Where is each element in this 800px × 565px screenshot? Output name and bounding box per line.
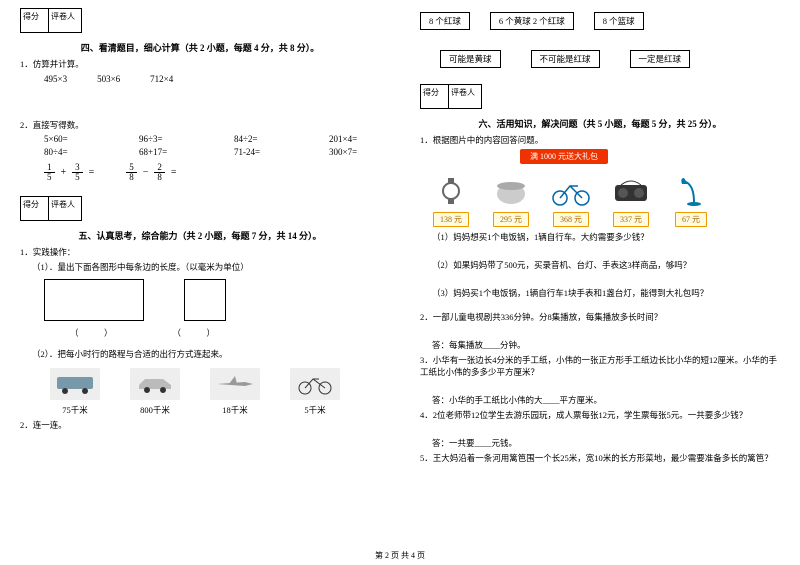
speed: 5千米	[290, 404, 340, 416]
q5-1: 1．实践操作：	[20, 246, 380, 258]
q1-items: 495×3 503×6 712×4	[44, 74, 380, 84]
box-row-1: 8 个红球 6 个黄球 2 个红球 8 个篮球	[420, 12, 780, 30]
q5: 5．王大妈沿着一条河用篱笆围一个长25米，宽10米的长方形菜地，最少需要准备多长…	[420, 452, 780, 464]
q3: 3．小华有一张边长4分米的手工纸，小伟的一张正方形手工纸边长比小华的短12厘米。…	[420, 354, 780, 378]
q1-3: （3）妈妈买1个电饭锅，1辆自行车1块手表和1盏台灯，能得到大礼包吗？	[432, 287, 780, 299]
product-cooker: 295 元	[490, 172, 532, 227]
score-box: 得分 评卷人	[20, 196, 82, 221]
q1-1: （1）妈妈想买1个电饭锅，1辆自行车。大约需要多少钱？	[432, 231, 780, 243]
right-column: 8 个红球 6 个黄球 2 个红球 8 个篮球 可能是黄球 不可能是红球 一定是…	[400, 0, 800, 565]
rect-row	[44, 279, 380, 321]
watch-icon	[430, 172, 472, 210]
answer-box: 8 个红球	[420, 12, 470, 30]
reviewer-label: 评卷人	[49, 197, 81, 220]
score-label: 得分	[421, 85, 449, 108]
q1: 1．仿算并计算。	[20, 58, 380, 70]
product-bike: 368 元	[550, 172, 592, 227]
eq: 201×4=	[329, 134, 384, 144]
fraction: 35	[72, 163, 83, 182]
bus-icon	[50, 368, 100, 400]
price: 67 元	[675, 212, 707, 227]
answer-box: 一定是红球	[630, 50, 691, 68]
fraction: 58	[126, 163, 137, 182]
section5-title: 五、认真思考，综合能力（共 2 小题，每题 7 分，共 14 分）。	[20, 229, 380, 242]
calc-item: 503×6	[97, 74, 120, 84]
price: 295 元	[493, 212, 529, 227]
eq: 80÷4=	[44, 147, 99, 157]
eq: 96÷3=	[139, 134, 194, 144]
product-watch: 138 元	[430, 172, 472, 227]
car-icon	[130, 368, 180, 400]
q4: 4．2位老师带12位学生去游乐园玩，成人票每张12元，学生票每张5元。一共要多少…	[420, 409, 780, 421]
eq-row: 80÷4= 68+17= 71-24= 300×7=	[44, 147, 380, 157]
section6-title: 六、活用知识，解决问题（共 5 小题，每题 5 分，共 25 分）。	[420, 117, 780, 130]
q5-1-2: （2）．把每小时行的路程与合适的出行方式连起来。	[32, 348, 380, 360]
q6-1: 1．根据图片中的内容回答问题。	[420, 134, 780, 146]
score-box: 得分 评卷人	[20, 8, 82, 33]
lamp-icon	[670, 172, 712, 210]
calc-item: 495×3	[44, 74, 67, 84]
promo-banner: 满 1000 元送大礼包	[520, 149, 608, 164]
score-label: 得分	[21, 9, 49, 32]
speed: 75千米	[50, 404, 100, 416]
square	[184, 279, 226, 321]
reviewer-label: 评卷人	[49, 9, 81, 32]
eq: 5×60=	[44, 134, 99, 144]
q2-ans: 答：每集播放____分钟。	[432, 339, 780, 351]
q2: 2．直接写得数。	[20, 119, 380, 131]
answer-box: 可能是黄球	[440, 50, 501, 68]
speed: 18千米	[210, 404, 260, 416]
box-row-2: 可能是黄球 不可能是红球 一定是红球	[440, 50, 780, 68]
q5-2: 2．连一连。	[20, 419, 380, 431]
product-radio: 337 元	[610, 172, 652, 227]
price: 138 元	[433, 212, 469, 227]
radio-icon	[610, 172, 652, 210]
fraction-row: 15 + 35 = 58 − 28 =	[44, 163, 380, 182]
score-box: 得分 评卷人	[420, 84, 482, 109]
section4-title: 四、看清题目，细心计算（共 2 小题，每题 4 分，共 8 分）。	[20, 41, 380, 54]
fraction: 28	[154, 163, 165, 182]
bicycle-icon	[550, 172, 592, 210]
eq: 300×7=	[329, 147, 384, 157]
eq: 71-24=	[234, 147, 289, 157]
price: 337 元	[613, 212, 649, 227]
price: 368 元	[553, 212, 589, 227]
speed: 800千米	[130, 404, 180, 416]
score-label: 得分	[21, 197, 49, 220]
answer-box: 不可能是红球	[531, 50, 600, 68]
bike-icon	[290, 368, 340, 400]
left-column: 得分 评卷人 四、看清题目，细心计算（共 2 小题，每题 4 分，共 8 分）。…	[0, 0, 400, 565]
answer-box: 6 个黄球 2 个红球	[490, 12, 574, 30]
q1-2: （2）如果妈妈带了500元，买录音机、台灯、手表这3样商品，够吗？	[432, 259, 780, 271]
ricecooker-icon	[490, 172, 532, 210]
page-footer: 第 2 页 共 4 页	[375, 550, 425, 561]
product-lamp: 67 元	[670, 172, 712, 227]
q4-ans: 答：一共要____元钱。	[432, 437, 780, 449]
q5-1-1: （1）．量出下面各图形中每条边的长度。（以毫米为单位）	[32, 261, 380, 273]
answer-blank: （ ）	[70, 327, 113, 339]
fraction: 15	[44, 163, 55, 182]
plane-icon	[210, 368, 260, 400]
vehicle-row	[50, 368, 380, 400]
reviewer-label: 评卷人	[449, 85, 481, 108]
speed-labels: 75千米 800千米 18千米 5千米	[50, 404, 380, 416]
answer-blank: （ ）	[173, 327, 216, 339]
eq: 84÷2=	[234, 134, 289, 144]
q2: 2．一部儿童电视剧共336分钟。分8集播放，每集播放多长时间？	[420, 311, 780, 323]
eq-row: 5×60= 96÷3= 84÷2= 201×4=	[44, 134, 380, 144]
q3-ans: 答：小华的手工纸比小伟的大____平方厘米。	[432, 394, 780, 406]
paren-row: （ ） （ ）	[70, 327, 380, 339]
product-row: 138 元 295 元 368 元 337 元 67 元	[430, 172, 780, 227]
calc-item: 712×4	[150, 74, 173, 84]
answer-box: 8 个篮球	[594, 12, 644, 30]
eq: 68+17=	[139, 147, 194, 157]
rectangle	[44, 279, 144, 321]
